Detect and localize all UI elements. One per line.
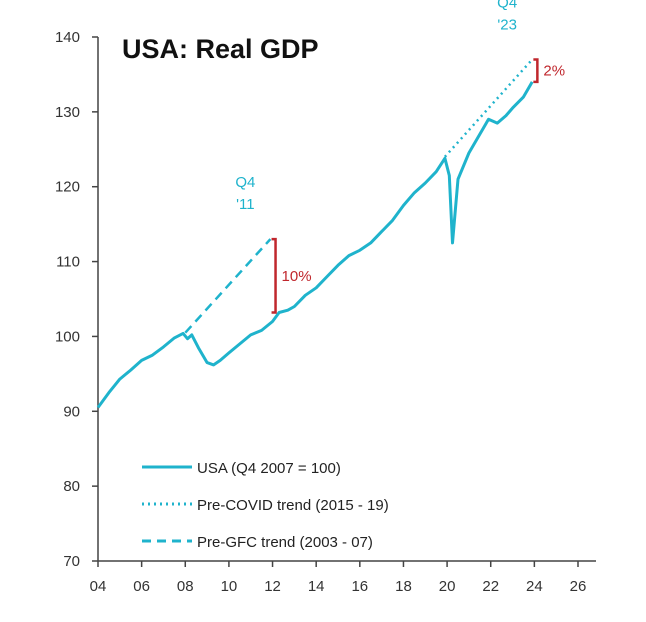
y-tick-label: 90 [63,403,80,420]
x-tick-label: 08 [177,578,194,595]
x-tick-label: 14 [308,578,325,595]
x-tick-label: 16 [351,578,368,595]
gap-bracket [271,237,277,314]
y-tick-label: 140 [55,29,80,46]
series-line-solid [96,81,534,409]
series-line-dotted [443,58,534,158]
gap-percent-label: 10% [282,268,312,285]
x-tick-label: 26 [570,578,587,595]
x-tick-label: 24 [526,578,543,595]
y-tick-label: 80 [63,478,80,495]
x-tick-label: 10 [221,578,238,595]
y-tick-label: 130 [55,104,80,121]
x-tick-label: 12 [264,578,281,595]
series-line-dashed [184,238,272,334]
x-tick-label: 18 [395,578,412,595]
annotation-label-year: '23 [497,16,517,33]
x-tick-label: 20 [439,578,456,595]
y-tick-label: 70 [63,553,80,570]
gap-bracket [533,58,539,84]
gap-percent-label: 2% [543,63,565,80]
annotation-label-year: '11 [236,196,254,213]
legend-label: USA (Q4 2007 = 100) [197,460,341,477]
y-tick-label: 120 [55,179,80,196]
x-tick-label: 06 [133,578,150,595]
chart-title: USA: Real GDP [122,34,319,64]
legend-label: Pre-COVID trend (2015 - 19) [197,497,389,514]
x-tick-label: 22 [482,578,499,595]
y-tick-label: 100 [55,328,80,345]
x-tick-label: 04 [90,578,107,595]
y-tick-label: 110 [56,254,80,271]
legend-label: Pre-GFC trend (2003 - 07) [197,534,373,551]
annotation-label-quarter: Q4 [235,174,255,191]
annotation-label-quarter: Q4 [497,0,517,11]
